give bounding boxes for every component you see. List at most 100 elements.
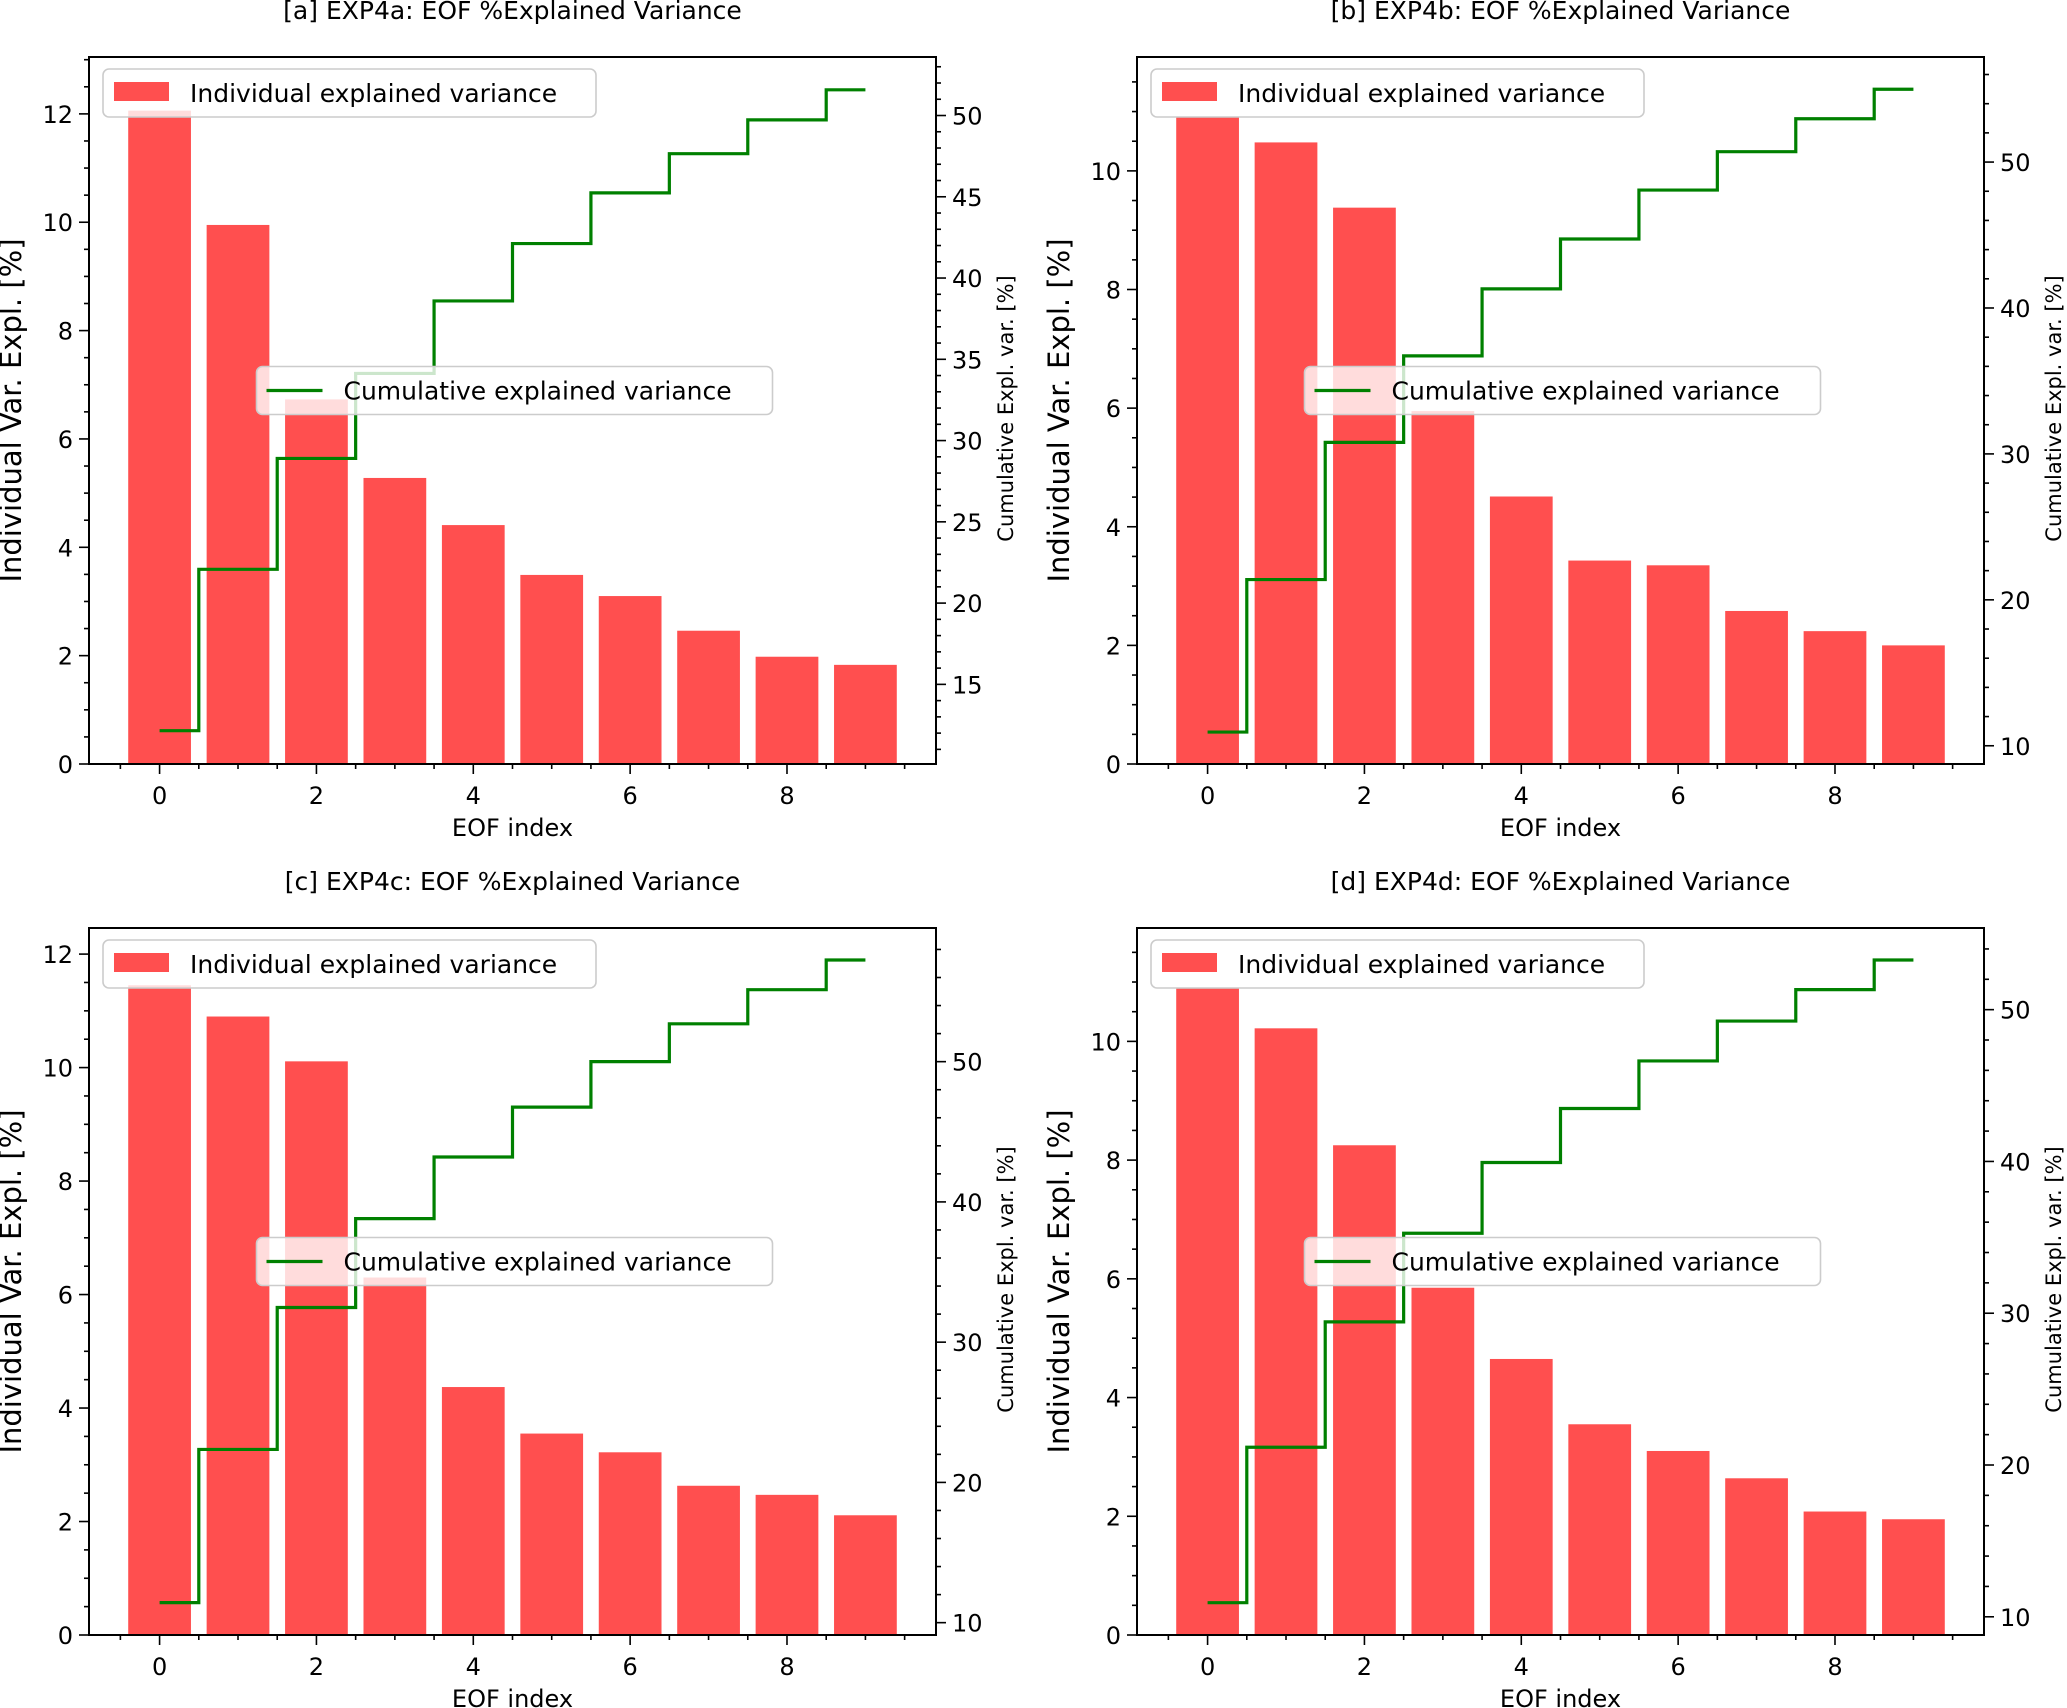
y-axis-label-right: Cumulative Expl. var. [%]: [994, 275, 1018, 541]
y-tick-label: 12: [42, 941, 73, 969]
bar: [677, 630, 740, 764]
bar-series: [128, 110, 897, 765]
y-tick-label: 8: [1106, 277, 1121, 305]
legend-frame: [255, 365, 774, 416]
y-tick-label: 10: [42, 209, 73, 237]
legend-label-cumulative: Cumulative explained variance: [344, 1248, 732, 1277]
y-tick-label: 0: [1106, 751, 1121, 779]
y-axis-left: 0 2 4 6 8 10: [1090, 81, 1137, 779]
x-tick-label: 6: [622, 782, 637, 810]
y-axis-label-right: Cumulative Expl. var. [%]: [2042, 1146, 2066, 1412]
x-tick-label: 0: [152, 782, 167, 810]
bar: [1254, 1028, 1318, 1635]
bar: [1254, 142, 1318, 764]
x-tick-label: 2: [309, 1653, 324, 1681]
y-axis-right: 10 20 30 40 50: [1984, 948, 2031, 1632]
y-axis-left: 0 2 4 6 8 10 12: [42, 58, 89, 779]
y-tick-label: 2: [1106, 632, 1121, 660]
x-axis: 0 2 4 6 8: [1167, 764, 1954, 810]
x-tick-label: 8: [779, 1653, 794, 1681]
x-tick-label: 4: [1514, 782, 1529, 810]
panel-d: [d] EXP4d: EOF %Explained Variance EOF i…: [1042, 867, 2066, 1708]
legend-individual: Individual explained variance: [1150, 68, 1645, 118]
bar: [206, 1016, 270, 1635]
bar: [520, 574, 584, 764]
panel-title: [a] EXP4a: EOF %Explained Variance: [283, 0, 742, 25]
x-axis: 0 2 4 6 8: [1167, 1635, 1954, 1681]
cumulative-step-line: [159, 958, 866, 1605]
y-axis-left: 0 2 4 6 8 10: [1090, 951, 1137, 1650]
y2-tick-label: 40: [2000, 1148, 2031, 1176]
x-tick-label: 6: [1670, 1653, 1685, 1681]
legend-frame: [102, 939, 597, 989]
x-tick-label: 0: [152, 1653, 167, 1681]
legend-cumulative: Cumulative explained variance: [1303, 1236, 1822, 1287]
cumulative-series: [159, 958, 866, 1605]
x-tick-label: 2: [309, 782, 324, 810]
x-tick-label: 2: [1357, 1653, 1372, 1681]
y2-tick-label: 20: [2000, 1452, 2031, 1480]
y-tick-label: 0: [58, 1622, 73, 1650]
bar: [1489, 1358, 1553, 1635]
legend-individual: Individual explained variance: [1150, 939, 1645, 989]
x-axis-label: EOF index: [452, 814, 573, 842]
x-axis-label: EOF index: [1500, 814, 1621, 842]
x-axis-label: EOF index: [452, 1685, 573, 1708]
y-axis-label-right: Cumulative Expl. var. [%]: [2042, 275, 2066, 541]
bar: [441, 525, 505, 764]
legend-individual: Individual explained variance: [102, 68, 597, 118]
legend-bar-swatch: [114, 953, 169, 972]
x-tick-label: 4: [466, 782, 481, 810]
bar: [1803, 1511, 1867, 1635]
y2-tick-label: 30: [952, 1329, 983, 1357]
legend-bar-swatch: [1162, 953, 1217, 972]
y-axis-right: 10 20 30 40 50: [936, 948, 983, 1638]
y2-tick-label: 50: [952, 1049, 983, 1077]
y-axis-label-left: Individual Var. Expl. [%]: [1042, 238, 1076, 582]
bar: [1411, 1287, 1475, 1635]
legend-frame: [1150, 68, 1645, 118]
y-tick-label: 4: [58, 534, 73, 562]
bar: [285, 1061, 348, 1635]
legend-label-individual: Individual explained variance: [190, 950, 557, 979]
y2-tick-label: 25: [952, 509, 983, 537]
cumulative-series: [1207, 958, 1914, 1605]
bar: [1803, 631, 1867, 764]
legend-individual: Individual explained variance: [102, 939, 597, 989]
y2-tick-label: 30: [952, 428, 983, 456]
legend-frame: [102, 68, 597, 118]
panel-a: [a] EXP4a: EOF %Explained Variance EOF i…: [0, 0, 1018, 842]
y-tick-label: 4: [1106, 1385, 1121, 1413]
y2-tick-label: 10: [952, 1610, 983, 1638]
x-axis-label: EOF index: [1500, 1685, 1621, 1708]
y-tick-label: 0: [1106, 1622, 1121, 1650]
x-axis: 0 2 4 6 8: [119, 1635, 906, 1681]
y2-tick-label: 30: [2000, 1300, 2031, 1328]
bar: [128, 985, 191, 1635]
bar: [834, 1515, 897, 1635]
y2-tick-label: 50: [2000, 997, 2031, 1025]
cumulative-series: [159, 88, 866, 733]
y-tick-label: 10: [1090, 1028, 1121, 1056]
y2-tick-label: 40: [952, 1189, 983, 1217]
bar: [598, 596, 662, 764]
bar: [1176, 117, 1239, 765]
x-tick-label: 4: [466, 1653, 481, 1681]
bar: [1725, 610, 1788, 764]
y2-tick-label: 30: [2000, 441, 2031, 469]
y-tick-label: 2: [1106, 1503, 1121, 1531]
bar: [441, 1387, 505, 1635]
x-tick-label: 8: [779, 782, 794, 810]
legend-frame: [1303, 365, 1822, 416]
bar: [1411, 411, 1475, 764]
y2-tick-label: 35: [952, 346, 983, 374]
bar: [1568, 560, 1632, 764]
y-axis-label-left: Individual Var. Expl. [%]: [1042, 1109, 1076, 1453]
y-axis-right: 15 20 25 30 35 40 45 50: [936, 65, 983, 751]
panel-title: [d] EXP4d: EOF %Explained Variance: [1331, 867, 1791, 896]
bar-series: [1176, 117, 1945, 765]
legend-bar-swatch: [114, 82, 169, 101]
y2-tick-label: 40: [2000, 295, 2031, 323]
legend-label-individual: Individual explained variance: [1238, 950, 1605, 979]
bar: [1333, 1145, 1396, 1635]
